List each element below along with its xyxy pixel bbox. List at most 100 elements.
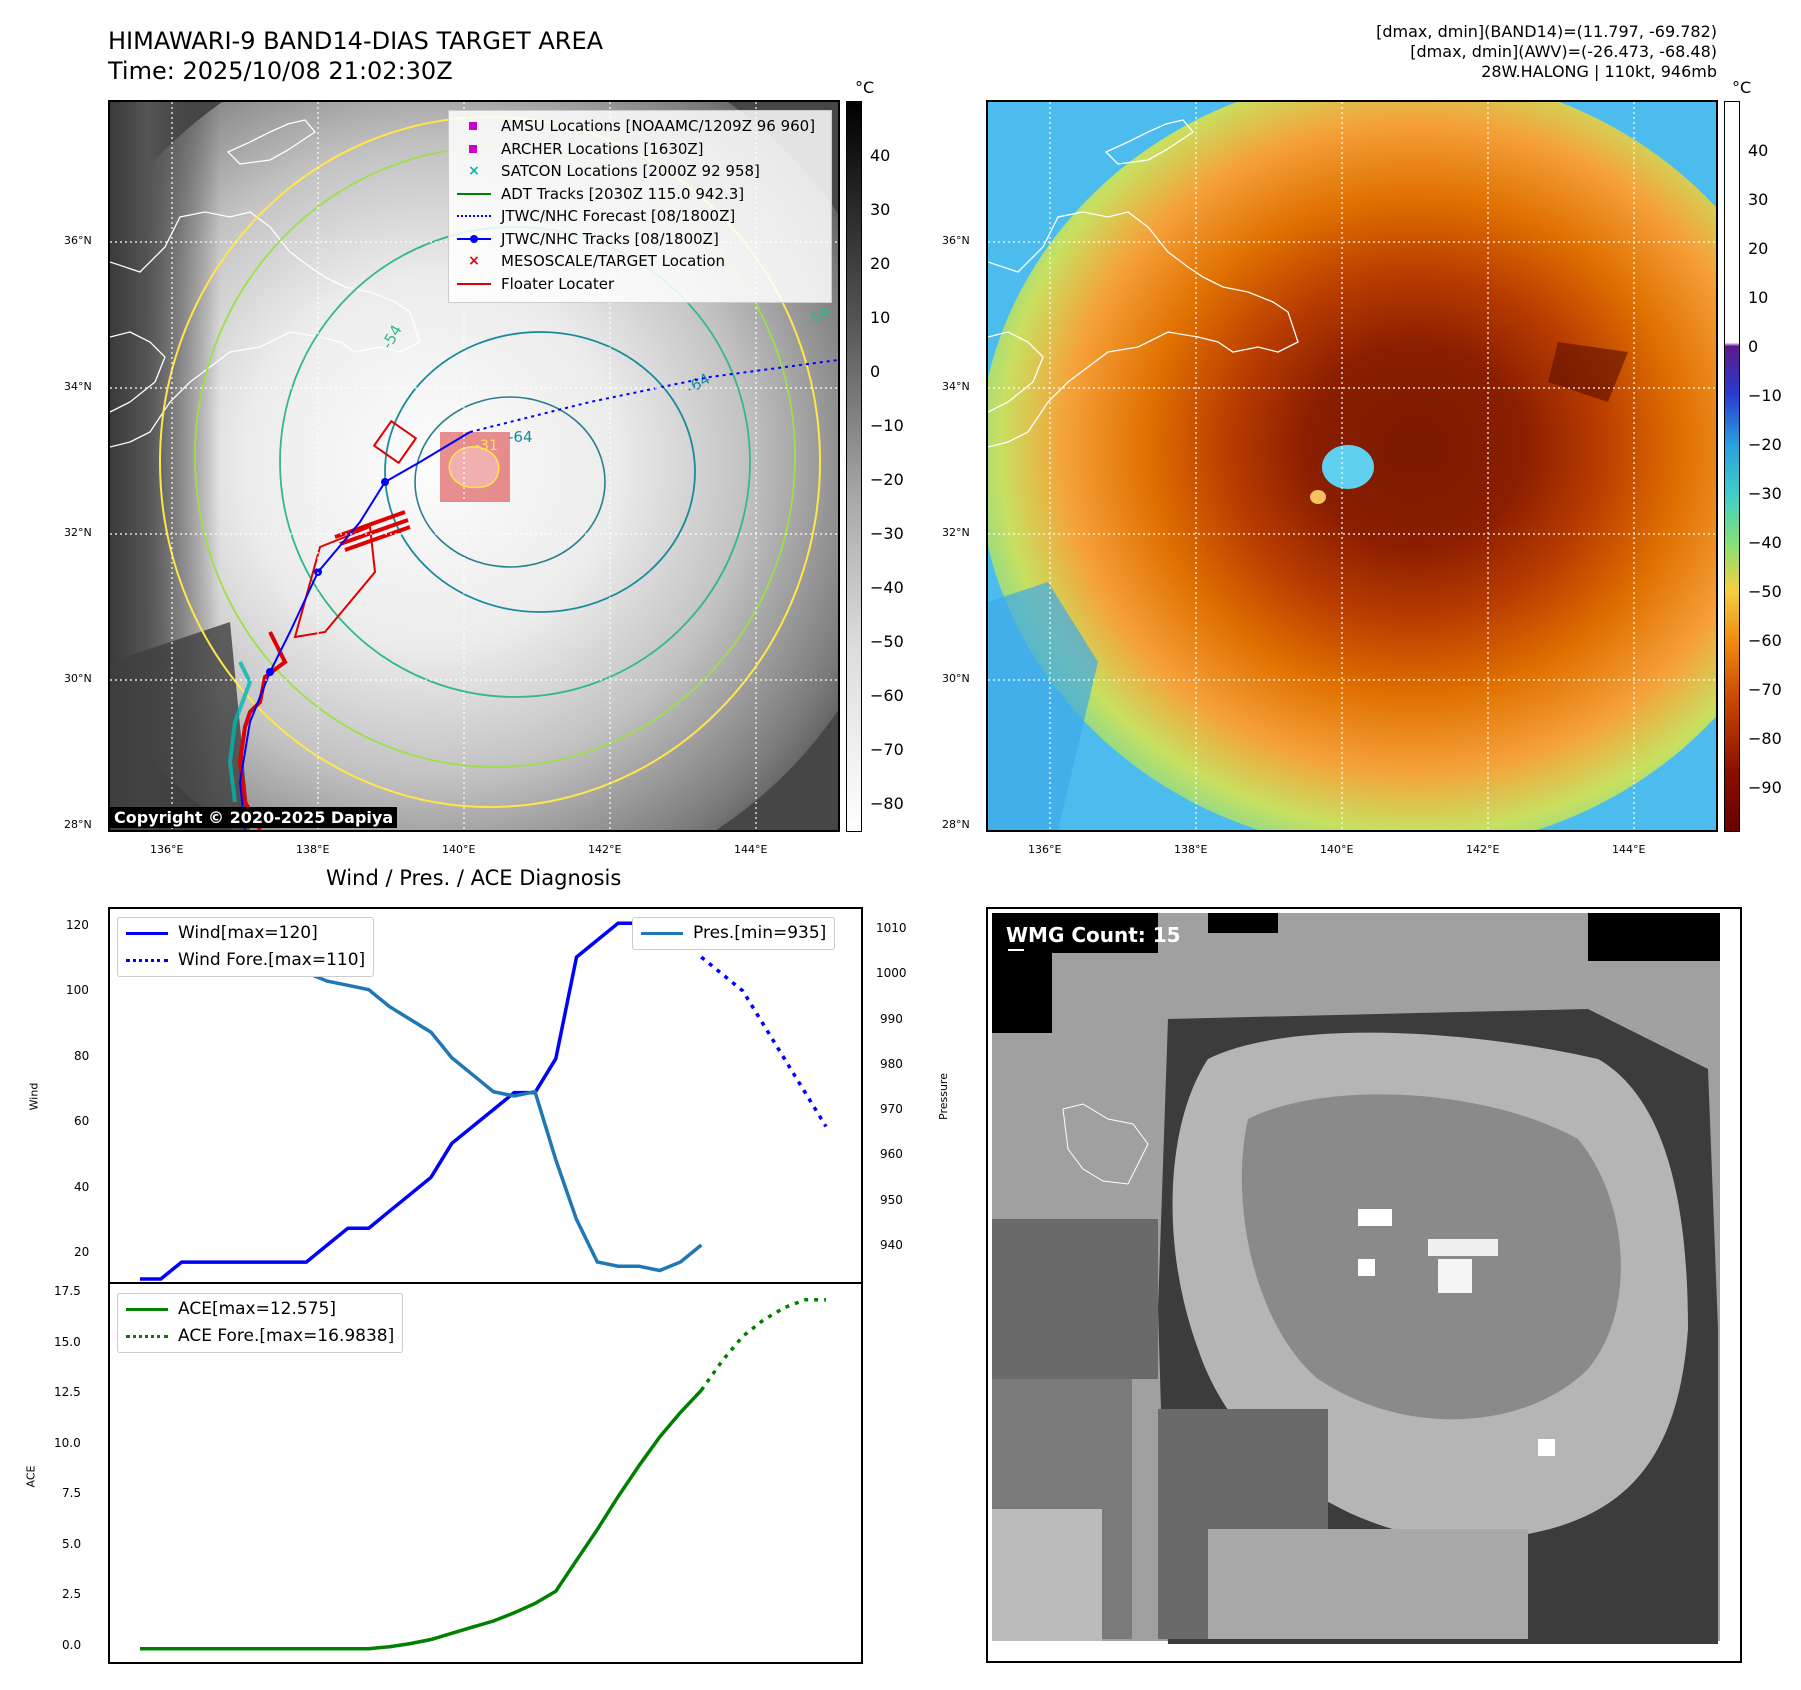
colorbar-tick: 40	[870, 146, 891, 165]
eye-contour	[448, 446, 500, 489]
lon-label: 136°E	[150, 843, 184, 856]
lon-label: 140°E	[1320, 843, 1354, 856]
contour-blue-teal	[384, 331, 696, 613]
wmg-black-region	[1588, 913, 1720, 961]
diagnosis-title: Wind / Pres. / ACE Diagnosis	[326, 866, 622, 890]
legend-symbol	[457, 186, 491, 202]
legend-item-jtwc-forecast: JTWC/NHC Forecast [08/1800Z]	[457, 205, 825, 228]
legend-ace-fore: ACE Fore.[max=16.9838]	[126, 1323, 394, 1350]
contour-label: -64	[508, 428, 533, 446]
lat-label: 28°N	[64, 818, 92, 831]
copyright-badge: Copyright © 2020-2025 Dapiya	[110, 807, 398, 828]
lon-label: 144°E	[1612, 843, 1646, 856]
wind-tick: 100	[66, 983, 89, 997]
colorbar-tick: −40	[1748, 533, 1782, 552]
lat-label: 36°N	[64, 234, 92, 247]
wind-tick: 120	[66, 918, 89, 932]
storm-info: [dmax, dmin](BAND14)=(11.797, -69.782) […	[1376, 22, 1717, 82]
colorbar-tick: −30	[1748, 484, 1782, 503]
legend-item-jtwc-tracks: JTWC/NHC Tracks [08/1800Z]	[457, 228, 825, 251]
color-cold-top	[1548, 342, 1628, 402]
color-colorbar	[1724, 101, 1740, 832]
ace-tick: 15.0	[54, 1335, 81, 1349]
wmg-cloud-core	[1241, 1094, 1621, 1420]
wind-series	[140, 921, 828, 1281]
info-line-1: [dmax, dmin](BAND14)=(11.797, -69.782)	[1376, 22, 1717, 41]
jtwc-forecast	[469, 359, 838, 433]
contour-label: -31	[475, 438, 498, 454]
coastline-honshu	[988, 211, 1299, 448]
legend-wind: Wind[max=120]	[126, 920, 365, 947]
ace-forecast-line	[699, 1297, 826, 1392]
info-line-3: 28W.HALONG | 110kt, 946mb	[1481, 62, 1717, 81]
target-marks	[334, 510, 411, 552]
color-warm-spot	[1310, 490, 1326, 504]
legend-symbol	[457, 276, 491, 292]
coastline-noto	[1104, 119, 1194, 165]
colorbar-tick: −20	[870, 470, 904, 489]
coastline-kii	[110, 331, 166, 413]
pressure-legend: Pres.[min=935]	[632, 917, 836, 950]
legend-symbol	[457, 141, 491, 157]
lat-label: 28°N	[942, 818, 970, 831]
wmg-marker	[1008, 949, 1024, 951]
colorbar-tick: −80	[1748, 729, 1782, 748]
color-ir-panel	[986, 100, 1718, 832]
colorbar-tick: −70	[1748, 680, 1782, 699]
legend-item-satcon: × SATCON Locations [2000Z 92 958]	[457, 160, 825, 183]
pressure-tick: 950	[880, 1193, 903, 1207]
colorbar-tick: −20	[1748, 435, 1782, 454]
color-eye	[1322, 445, 1374, 489]
floater-locater	[372, 419, 418, 465]
colorbar-tick: −10	[870, 416, 904, 435]
colorbar-unit: °C	[1732, 78, 1752, 97]
lat-label: 34°N	[942, 380, 970, 393]
lat-label: 30°N	[64, 672, 92, 685]
colorbar-tick: 10	[1748, 288, 1769, 307]
lat-label: 32°N	[942, 526, 970, 539]
ir-map-panel: -54 -54 -64 -64 -31 C	[108, 100, 840, 832]
wmg-black-region	[992, 913, 1052, 1033]
wmg-white-cell	[1438, 1259, 1472, 1293]
wmg-panel: WMG Count: 15	[986, 907, 1742, 1663]
legend-symbol	[457, 118, 491, 134]
colorbar-tick: −50	[1748, 582, 1782, 601]
wmg-light-region	[992, 1509, 1102, 1641]
colorbar-tick: 0	[1748, 337, 1759, 356]
ir-dark-southwest	[110, 622, 250, 830]
color-ir-svg	[988, 102, 1716, 830]
ace-tick: 7.5	[62, 1486, 82, 1500]
legend-pressure: Pres.[min=935]	[641, 920, 826, 947]
wmg-gray-region	[992, 1219, 1158, 1379]
colorbar-tick: −80	[870, 794, 904, 813]
legend-symbol: ×	[468, 163, 480, 180]
info-line-2: [dmax, dmin](AWV)=(-26.473, -68.48)	[1410, 42, 1717, 61]
legend-item-adt: ADT Tracks [2030Z 115.0 942.3]	[457, 183, 825, 206]
wind-tick: 20	[74, 1245, 90, 1259]
colorbar-tick: −40	[870, 578, 904, 597]
pressure-tick: 1000	[876, 966, 907, 980]
colorbar-tick: −60	[870, 686, 904, 705]
target-track	[237, 631, 288, 830]
colorbar-unit: °C	[855, 78, 875, 97]
pressure-tick: 980	[880, 1057, 903, 1071]
wind-tick: 40	[74, 1180, 90, 1194]
lon-label: 138°E	[296, 843, 330, 856]
colorbar-tick: 20	[870, 254, 891, 273]
colorbar-tick: −30	[870, 524, 904, 543]
lon-label: 140°E	[442, 843, 476, 856]
legend-item-floater: Floater Locater	[457, 273, 825, 296]
floater-locater	[293, 525, 377, 639]
colorbar-tick: −90	[1748, 778, 1782, 797]
wmg-gray-region	[1208, 1529, 1528, 1639]
wind-axis-label: Wind	[27, 1082, 41, 1111]
colorbar-tick: 30	[1748, 190, 1769, 209]
jtwc-point	[381, 478, 389, 486]
lat-label: 36°N	[942, 234, 970, 247]
lon-label: 142°E	[588, 843, 622, 856]
colorbar-tick: 20	[1748, 239, 1769, 258]
colorbar-tick: 0	[870, 362, 881, 381]
wmg-svg	[992, 913, 1720, 1644]
color-gridlines	[988, 102, 1716, 830]
colorbar-tick: 10	[870, 308, 891, 327]
